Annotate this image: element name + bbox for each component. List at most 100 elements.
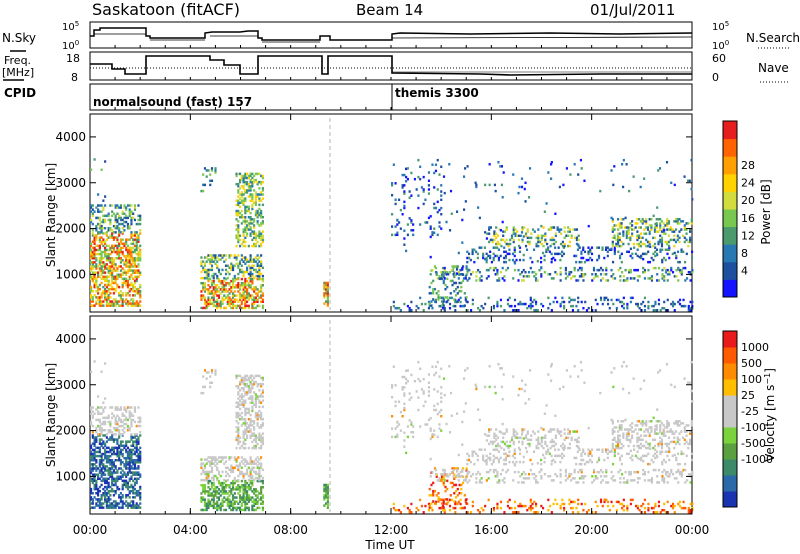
velocity-cell [130,433,133,436]
power-cell [230,300,233,304]
velocity-cell [233,456,236,459]
power-cell [98,240,101,243]
power-cell [244,189,247,192]
velocity-cell [105,450,108,454]
power-cell [478,279,481,282]
power-cell [587,252,590,256]
power-cell [254,296,257,299]
power-cell [582,279,585,282]
power-cell [233,286,236,289]
power-cell [422,190,425,193]
velocity-cell [249,462,252,465]
velocity-cell [408,508,411,512]
power-cell [114,279,117,283]
power-cell [95,285,98,289]
power-cell [323,292,326,295]
velocity-cell [242,432,245,435]
power-cell [599,298,603,302]
power-cell [629,226,632,229]
power-cell [135,259,138,262]
power-cell [494,273,497,276]
velocity-cell [463,506,466,509]
power-cell [130,259,133,262]
power-cell [242,244,245,248]
velocity-cell [235,376,238,380]
velocity-cell [91,416,94,420]
power-cell [392,300,395,304]
power-cell [251,266,254,270]
power-cell [104,232,107,235]
velocity-cell [258,492,261,495]
power-cell [105,296,108,299]
power-cell [202,183,205,187]
velocity-cell [242,496,245,499]
velocity-cell [459,475,462,478]
velocity-cell [207,494,210,497]
velocity-cell [659,511,662,514]
power-cell [224,268,228,272]
power-cell [573,163,576,166]
power-cell [524,232,528,235]
velocity-cell [126,450,130,454]
power-cell [251,258,254,261]
power-cell [246,228,249,231]
power-cell [453,271,456,274]
velocity-cell [109,489,112,493]
power-cell [476,256,479,260]
power-cell [98,246,101,250]
velocity-cell [216,496,219,499]
power-cell [216,290,219,293]
power-cell [566,275,569,278]
power-cell [622,230,625,233]
velocity-cell [209,488,212,491]
velocity-cell [470,475,473,478]
velocity-cell [496,506,499,510]
power-cell [247,281,250,285]
velocity-cell [105,506,108,509]
power-cell [690,158,693,162]
power-cell [260,288,263,291]
velocity-cell [139,506,142,509]
power-cell [119,269,123,272]
power-cell [244,290,247,293]
velocity-cell [246,506,249,510]
power-cell [249,189,252,192]
power-cell [540,302,543,306]
power-cell [221,300,224,304]
power-cell [207,169,210,172]
power-cell [622,158,625,162]
velocity-cell [563,502,566,506]
velocity-cell [496,504,499,508]
velocity-cell [663,468,666,472]
power-cell [612,302,615,306]
power-cell [119,298,123,301]
power-cell [126,304,130,307]
velocity-cell [261,500,264,503]
velocity-cell [254,403,257,407]
power-cell [102,271,105,274]
power-cell [462,208,466,211]
power-cell [210,260,214,263]
power-cell [244,220,247,223]
power-cell [427,171,431,174]
velocity-cell [622,498,625,502]
power-cell [93,283,96,287]
power-cell [503,260,506,264]
power-cell [563,230,566,233]
power-cell [90,300,93,303]
velocity-cell [223,478,226,482]
power-cell [261,292,264,295]
power-cell [135,277,138,281]
power-cell [682,304,685,308]
velocity-cell [246,378,249,382]
power-cell [228,288,231,291]
power-cell [217,254,221,257]
power-cell [675,254,678,258]
velocity-cell [534,504,538,508]
power-cell [648,232,651,235]
velocity-cell [119,463,123,466]
power-cell [643,270,646,274]
power-cell [626,250,629,254]
velocity-cell [207,470,210,474]
velocity-cell [260,464,263,467]
